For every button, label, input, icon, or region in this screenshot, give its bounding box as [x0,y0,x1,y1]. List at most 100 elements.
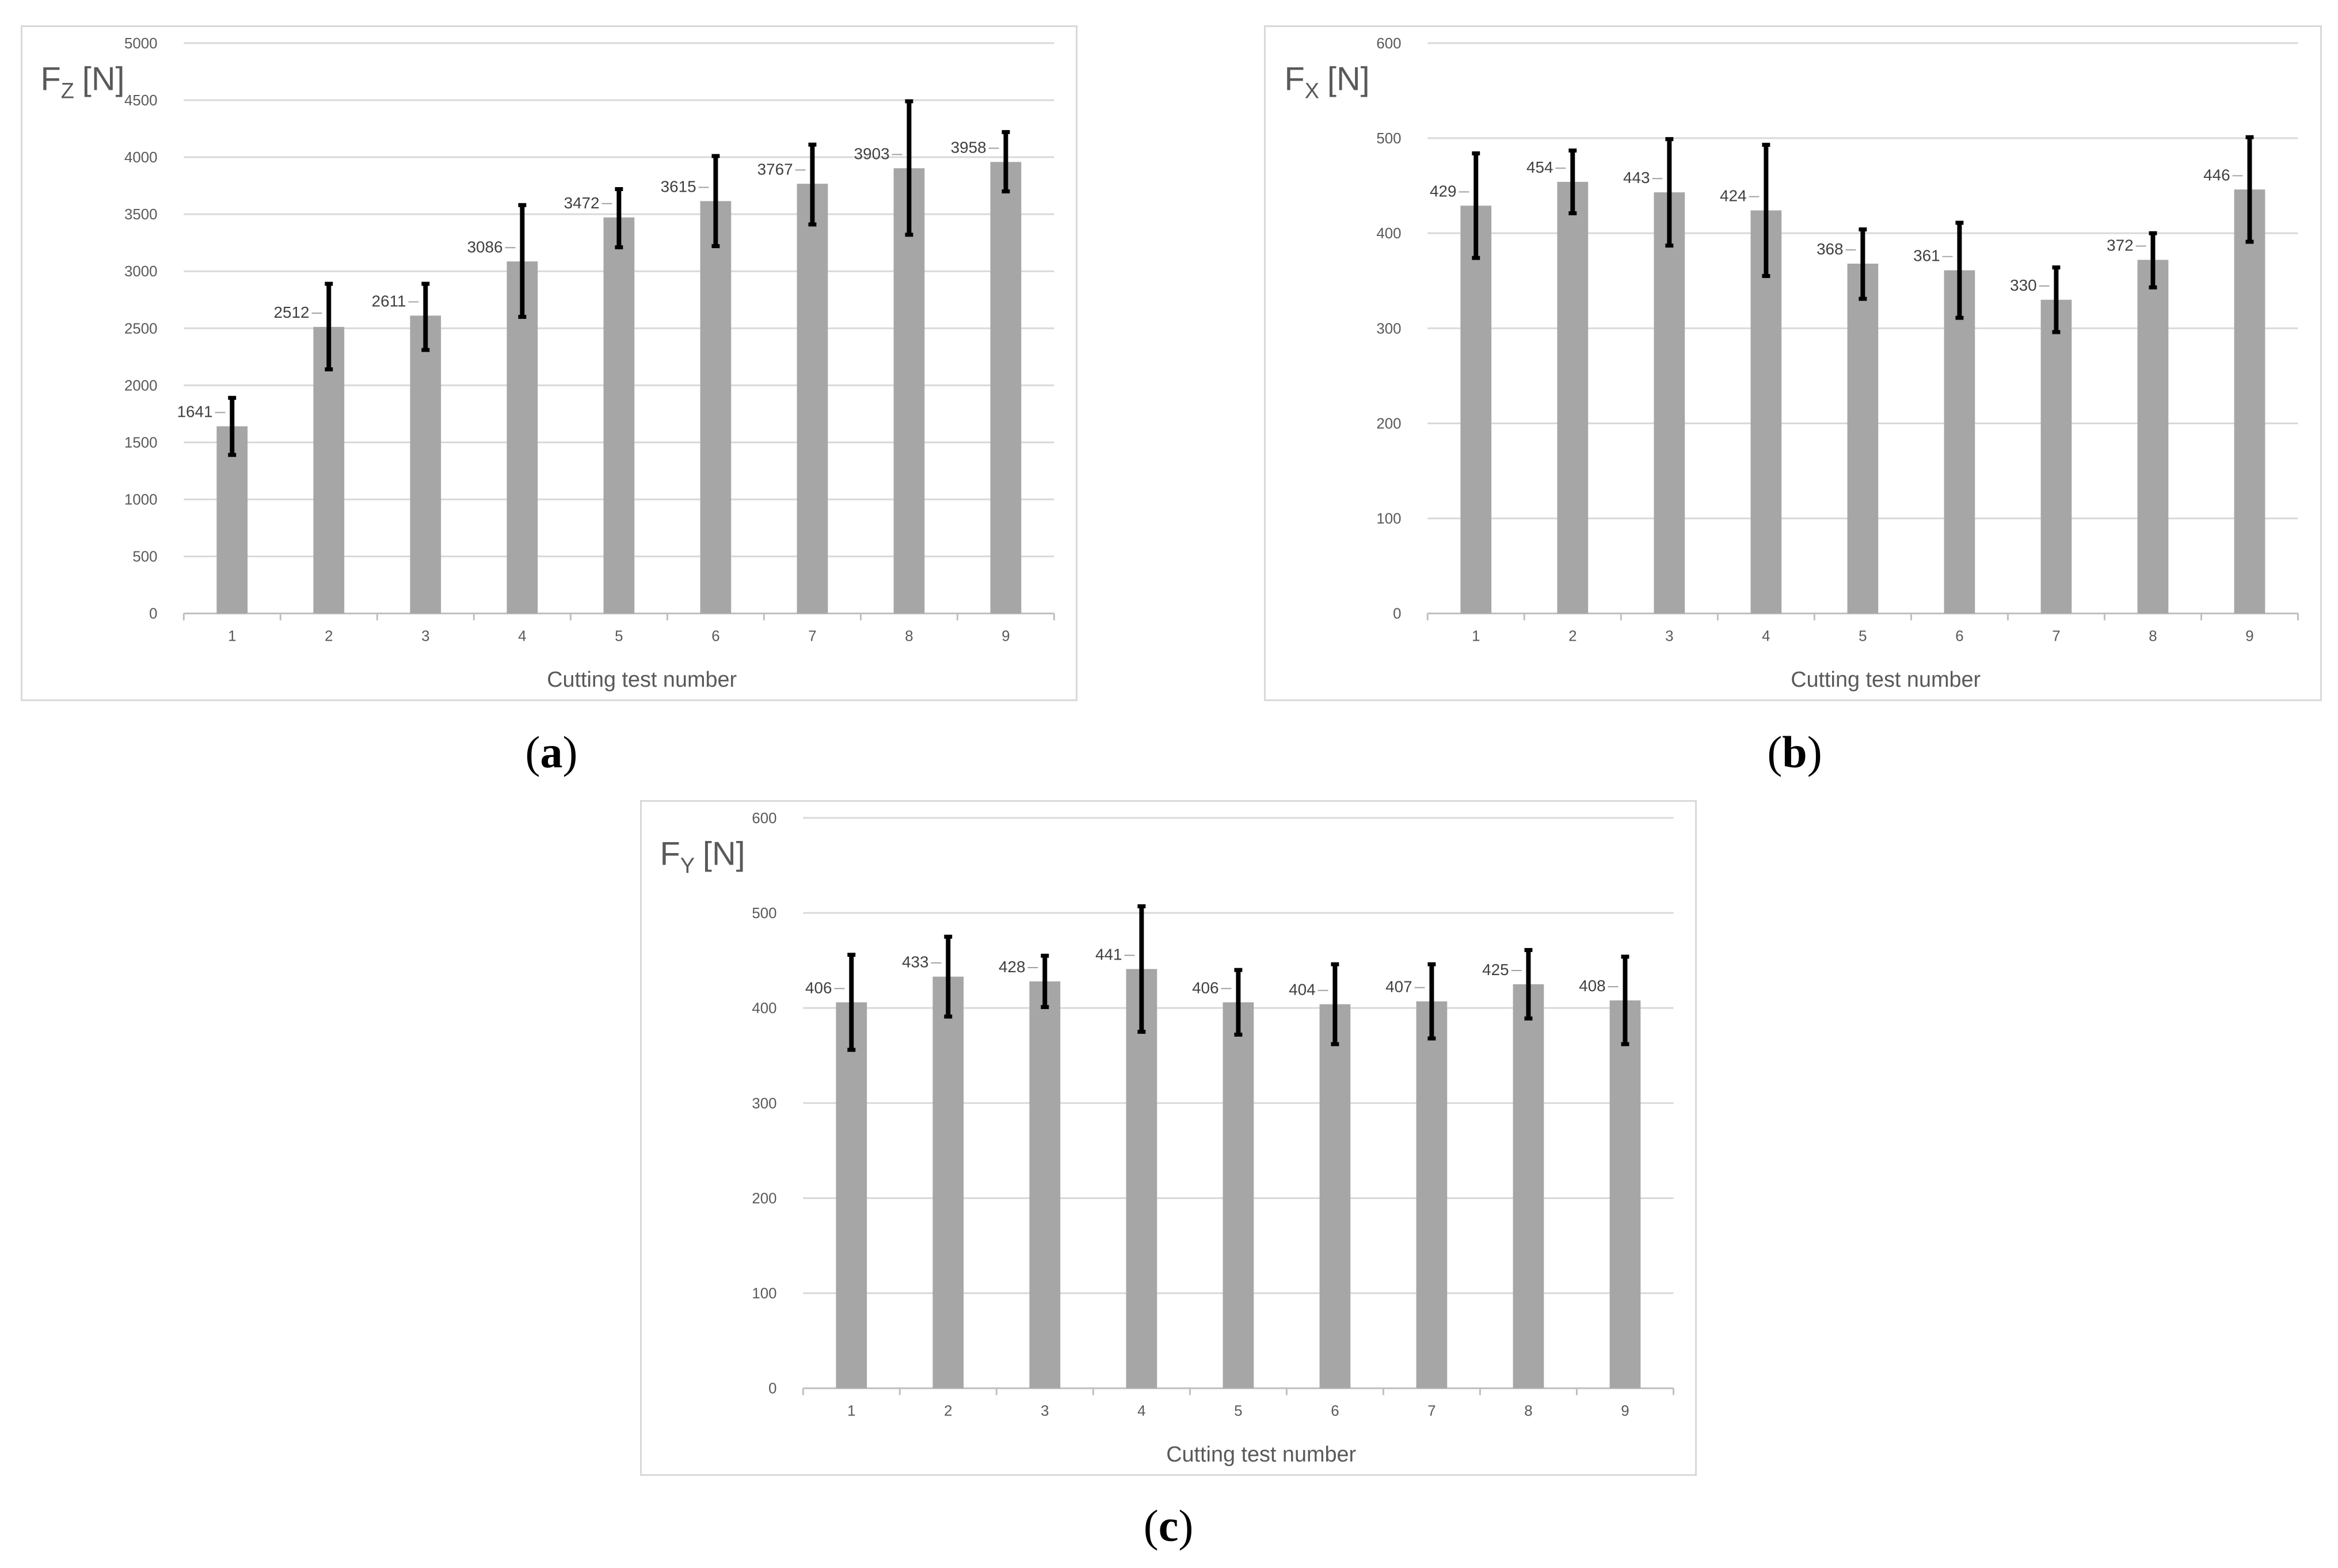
x-tick-label: 2 [325,629,333,645]
x-tick-label: 2 [1568,629,1577,645]
data-label: 3903 [854,144,890,162]
data-label: 2512 [274,303,310,321]
panel-caption-letter: c [1158,1501,1179,1551]
chart-panel-c: 0 100 200 300 400 500 600 406 1 433 2 428 3 441 4 406 5 4… [640,800,1697,1476]
y-axis-label: FX [N] [1285,60,1370,103]
x-tick-label: 5 [1859,629,1867,645]
bar [836,1002,867,1388]
data-label: 454 [1526,158,1553,176]
bar [216,426,248,614]
y-tick-label: 200 [1376,416,1401,432]
bar [2234,189,2265,614]
x-tick-label: 4 [1137,1403,1145,1419]
x-tick-label: 1 [847,1403,855,1419]
data-label: 361 [1913,247,1940,265]
bar [1029,981,1061,1388]
bar [1609,1000,1641,1388]
bar [700,201,732,614]
x-tick-label: 8 [1524,1403,1532,1419]
panel-caption-letter: a [540,727,563,777]
x-tick-label: 5 [1234,1403,1242,1419]
x-axis-title: Cutting test number [1791,668,1981,692]
bar [1126,969,1157,1388]
bar [893,168,925,614]
panel-caption-letter: b [1782,727,1807,777]
bar [1460,205,1492,614]
bar [410,315,441,614]
y-axis-label-main: F [660,835,680,872]
y-axis-label-main: F [41,60,61,97]
data-label: 441 [1095,946,1122,964]
data-label: 1641 [177,403,212,421]
y-tick-label: 500 [1376,131,1401,147]
data-label: 330 [2010,276,2036,294]
y-tick-label: 300 [752,1095,776,1112]
x-tick-label: 3 [421,629,429,645]
y-tick-label: 1000 [124,492,158,508]
x-tick-label: 8 [2149,629,2157,645]
bar [1944,270,1975,614]
y-tick-label: 100 [752,1286,776,1302]
data-label: 446 [2203,166,2230,184]
y-tick-label: 1500 [124,435,158,451]
y-tick-label: 0 [1393,606,1401,622]
data-label: 408 [1579,977,1605,995]
data-label: 443 [1623,169,1650,187]
y-tick-label: 500 [752,905,776,922]
x-tick-label: 1 [228,629,236,645]
bar [1513,984,1544,1388]
y-axis-label-unit: [N] [1327,60,1370,97]
data-label: 429 [1430,182,1456,200]
x-tick-label: 9 [1621,1403,1629,1419]
y-axis-label-main: F [1285,60,1305,97]
data-label: 368 [1817,240,1843,258]
bar [797,184,828,614]
x-tick-label: 4 [518,629,526,645]
x-tick-label: 3 [1665,629,1673,645]
bar [507,261,538,614]
data-label: 3472 [564,194,600,212]
y-tick-label: 400 [752,1000,776,1017]
x-tick-label: 7 [808,629,816,645]
y-tick-label: 600 [752,810,776,827]
bar [1557,181,1589,614]
data-label: 424 [1720,187,1746,205]
bar [932,976,964,1388]
bar [2137,260,2169,614]
x-tick-label: 5 [615,629,623,645]
y-tick-label: 3500 [124,207,158,223]
chart-panel-a: 0 500 1000 1500 2000 2500 3000 3500 4000 4500 5000… [21,25,1077,701]
data-label: 404 [1289,981,1315,999]
panel-caption-b: (b) [1767,727,1822,777]
panel-caption-c: (c) [1143,1501,1194,1551]
chart-panel-b: 0 100 200 300 400 500 600 429 1 454 2 443 3 424 4 368 5 3… [1264,25,2322,701]
y-axis-label: FY [N] [660,835,745,878]
bar [1416,1001,1448,1388]
x-tick-label: 9 [2245,629,2253,645]
panel-caption-a: (a) [525,727,578,777]
x-tick-label: 6 [1331,1403,1339,1419]
x-tick-label: 6 [1955,629,1963,645]
bar [603,217,635,614]
data-label: 406 [805,979,832,996]
x-tick-label: 6 [711,629,719,645]
bar [2040,299,2072,614]
y-tick-label: 500 [132,549,157,565]
y-tick-label: 0 [768,1381,776,1397]
data-label: 3958 [951,138,987,156]
x-tick-label: 7 [1427,1403,1435,1419]
bar [990,162,1022,614]
y-tick-label: 600 [1376,36,1401,52]
y-axis-label-subscript: X [1305,79,1319,103]
y-tick-label: 3000 [124,264,158,280]
data-label: 428 [999,958,1025,976]
data-label: 372 [2107,236,2133,254]
y-tick-label: 0 [149,606,157,622]
data-label: 3767 [757,160,793,178]
data-label: 2611 [372,292,406,310]
y-axis-label-subscript: Y [680,854,695,878]
bar [1847,264,1879,614]
x-tick-label: 1 [1472,629,1480,645]
y-axis-label-subscript: Z [61,79,74,103]
y-tick-label: 200 [752,1190,776,1207]
